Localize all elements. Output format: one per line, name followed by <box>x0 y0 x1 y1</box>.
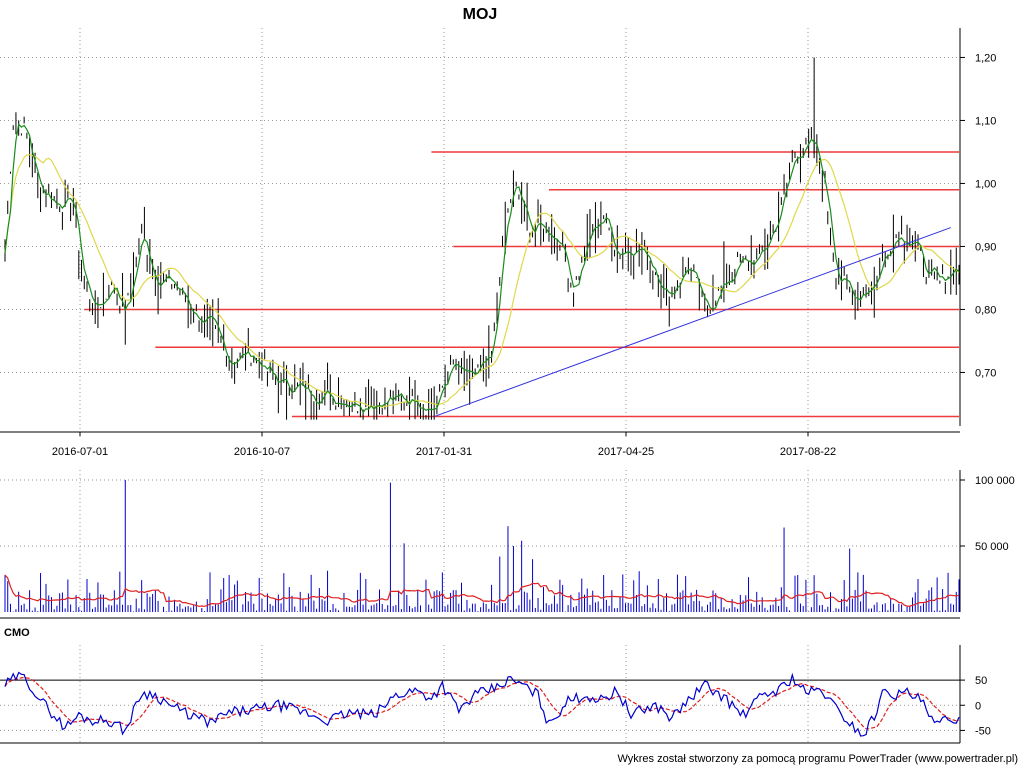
price-y-tick-label: 1,20 <box>975 52 996 64</box>
volume-y-tick-label: 50 000 <box>975 541 1009 553</box>
price-y-tick-label: 0,90 <box>975 241 996 253</box>
fast-ma-line <box>4 123 960 414</box>
volume-average-line <box>4 574 959 607</box>
x-tick-label: 2016-10-07 <box>234 446 290 458</box>
cmo-y-tick-label: 0 <box>975 700 981 712</box>
price-panel: 1,20 1,10 1,00 0,90 0,80 0,70 2016-07-01 2016-1… <box>0 28 996 458</box>
volume-panel: 100 000 50 000 <box>0 470 1015 619</box>
cmo-panel-label: CMO <box>4 627 30 639</box>
x-tick-label: 2017-08-22 <box>780 446 836 458</box>
slow-ma-line <box>4 154 960 408</box>
cmo-panel: CMO 50 0 -50 <box>0 627 991 744</box>
x-tick-label: 2017-04-25 <box>598 446 654 458</box>
price-y-tick-label: 0,80 <box>975 304 996 316</box>
cmo-signal-line <box>4 676 960 730</box>
footer-credit: Wykres został stworzony za pomocą progra… <box>617 753 1018 765</box>
x-tick-label: 2017-01-31 <box>416 446 472 458</box>
price-y-tick-label: 1,00 <box>975 178 996 190</box>
x-tick-label: 2016-07-01 <box>52 446 108 458</box>
volume-y-tick-label: 100 000 <box>975 475 1015 487</box>
price-y-tick-label: 0,70 <box>975 367 996 379</box>
trendline <box>433 227 951 418</box>
cmo-line <box>4 671 960 737</box>
chart-title: MOJ <box>463 6 498 23</box>
cmo-y-tick-label: -50 <box>975 725 991 737</box>
cmo-y-tick-label: 50 <box>975 675 987 687</box>
price-y-tick-label: 1,10 <box>975 115 996 127</box>
